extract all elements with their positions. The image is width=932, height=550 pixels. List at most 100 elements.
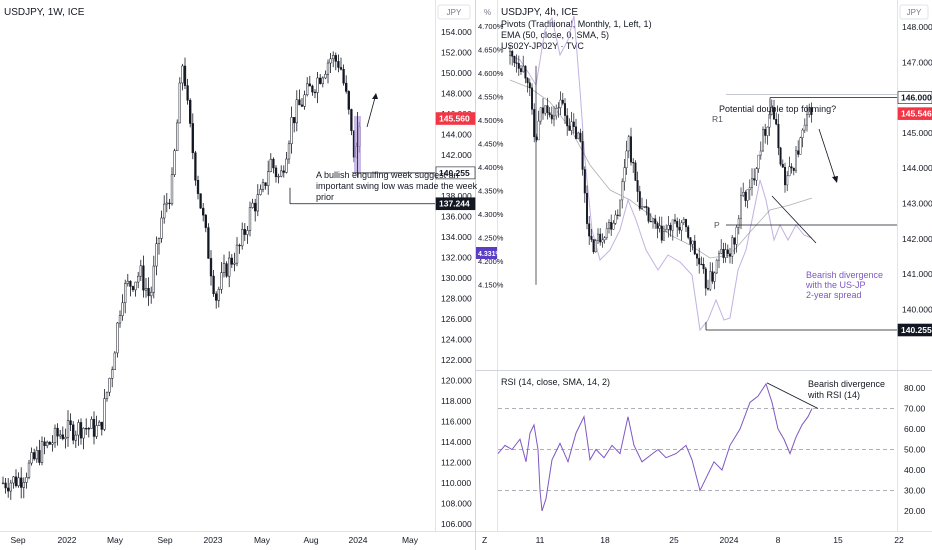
h4-candle-body bbox=[707, 288, 710, 290]
weekly-candle-body bbox=[95, 425, 98, 437]
weekly-candle-body bbox=[40, 441, 44, 463]
weekly-candle-body bbox=[267, 171, 270, 186]
weekly-candle-body bbox=[1, 482, 5, 485]
weekly-candle-body bbox=[290, 117, 293, 145]
h4-candle-body bbox=[698, 258, 701, 265]
weekly-candle-body bbox=[238, 244, 241, 247]
spread-y-tick: 4.450% bbox=[478, 140, 504, 149]
h4-candle-body bbox=[685, 219, 688, 228]
h4-candle-body bbox=[795, 150, 798, 171]
weekly-candle-body bbox=[248, 207, 252, 231]
left-y-tick: 110.000 bbox=[441, 478, 471, 488]
pivots-indicator-label[interactable]: Pivots (Traditional, Monthly, 1, Left, 1… bbox=[501, 19, 652, 29]
weekly-candle-body bbox=[79, 422, 83, 439]
weekly-candle-body bbox=[204, 214, 207, 228]
weekly-candle-body bbox=[230, 257, 233, 265]
right-x-tick: 18 bbox=[600, 535, 610, 545]
h4-candle-body bbox=[630, 136, 633, 163]
h4-candle-body bbox=[537, 120, 540, 141]
weekly-candle-body bbox=[48, 441, 51, 445]
weekly-candle-body bbox=[269, 158, 272, 172]
h4-candle-body bbox=[691, 240, 694, 245]
weekly-candle-body bbox=[321, 77, 324, 84]
h4-candle-body bbox=[674, 219, 677, 222]
weekly-candle-body bbox=[163, 203, 166, 219]
rsi-indicator-label[interactable]: RSI (14, close, SMA, 14, 2) bbox=[501, 377, 610, 387]
ema-indicator-label[interactable]: EMA (50, close, 0, SMA, 5) bbox=[501, 30, 609, 40]
left-x-tick: Sep bbox=[10, 535, 25, 545]
left-y-tick: 106.000 bbox=[441, 519, 472, 529]
left-unit-badge[interactable] bbox=[437, 4, 471, 20]
weekly-candle-body bbox=[316, 77, 319, 93]
left-price-tag-bg bbox=[435, 166, 476, 180]
h4-candle-body bbox=[590, 235, 593, 240]
h4-candle-body bbox=[781, 163, 784, 168]
weekly-candle-body bbox=[69, 420, 72, 426]
weekly-candle-body bbox=[329, 58, 332, 64]
weekly-candle-body bbox=[311, 85, 314, 93]
left-x-axis[interactable]: Sep 2022 May Sep 2023 May Aug 2024 May bbox=[10, 535, 418, 545]
left-y-tick: 124.000 bbox=[441, 335, 472, 345]
h4-candle-body bbox=[718, 253, 721, 261]
spread-polyline bbox=[509, 15, 813, 332]
weekly-candle-body bbox=[72, 424, 75, 441]
weekly-candle-body bbox=[345, 82, 348, 92]
weekly-candle-body bbox=[313, 91, 317, 94]
h4-candle-body bbox=[555, 108, 558, 117]
left-candles bbox=[1, 51, 361, 500]
weekly-candle-body bbox=[43, 441, 46, 446]
left-y-tick: 130.000 bbox=[441, 273, 472, 283]
spread-y-tick: 4.600% bbox=[478, 69, 504, 78]
weekly-candle-body bbox=[178, 82, 181, 124]
weekly-candle-body bbox=[303, 94, 306, 107]
left-annotation-line3: prior bbox=[316, 192, 334, 202]
h4-candle-body bbox=[729, 253, 732, 257]
left-y-tick: 154.000 bbox=[441, 27, 472, 37]
right-unit-badge[interactable] bbox=[899, 4, 929, 20]
h4-candle-body bbox=[770, 107, 773, 115]
weekly-candle-body bbox=[332, 55, 335, 60]
weekly-candle-body bbox=[66, 420, 70, 438]
h4-candle-body bbox=[632, 162, 635, 164]
left-y-tick: 128.000 bbox=[441, 294, 472, 304]
weekly-candle-body bbox=[308, 83, 311, 87]
h4-candle-body bbox=[603, 237, 606, 241]
h4-candle-body bbox=[645, 206, 648, 209]
h4-candle-body bbox=[806, 114, 809, 126]
h4-candle-body bbox=[720, 249, 723, 254]
h4-candle-body bbox=[623, 167, 626, 182]
rsi-y-axis[interactable]: 80.00 70.00 60.00 50.00 40.00 30.00 20.00 bbox=[904, 383, 926, 516]
h4-candle-body bbox=[577, 132, 580, 139]
ema-line bbox=[509, 79, 813, 259]
h4-candle-body bbox=[737, 218, 740, 228]
h4-candle-body bbox=[559, 99, 562, 108]
weekly-candle-body bbox=[12, 476, 15, 484]
h4-candle-body bbox=[649, 221, 652, 223]
h4-candle-body bbox=[777, 123, 780, 149]
spread-y-tick: 4.500% bbox=[478, 116, 504, 125]
right-x-axis[interactable]: 11 18 25 2024 8 15 22 Z bbox=[482, 535, 904, 545]
spread-y-axis[interactable]: 4.700% 4.650% 4.600% 4.550% 4.500% 4.450% 4.40… bbox=[478, 22, 504, 290]
h4-candle-body bbox=[810, 107, 813, 115]
weekly-candle-body bbox=[202, 207, 205, 216]
h4-candle-body bbox=[511, 50, 514, 57]
timezone-button: Z bbox=[482, 535, 487, 545]
weekly-candle-body bbox=[306, 83, 309, 96]
h4-candle-body bbox=[779, 147, 782, 165]
h4-candle-body bbox=[522, 65, 525, 72]
weekly-candle-body bbox=[264, 182, 267, 186]
h4-candle-body bbox=[682, 219, 685, 224]
right-y-tick: 148.000 bbox=[902, 22, 932, 32]
h4-candle-body bbox=[599, 233, 602, 243]
spread-divergence-line1: Bearish divergence bbox=[806, 270, 883, 280]
h4-candle-body bbox=[553, 115, 556, 120]
h4-candle-body bbox=[715, 259, 718, 274]
down-arrow-head bbox=[832, 176, 838, 183]
right-y-axis[interactable]: 148.000 147.000 146.000 145.000 144.000 143.0… bbox=[902, 22, 932, 314]
weekly-candle-body bbox=[165, 202, 168, 205]
h4-candle-body bbox=[627, 136, 630, 152]
left-y-tick: 108.000 bbox=[441, 499, 472, 509]
left-x-tick: Aug bbox=[303, 535, 318, 545]
left-x-tick: 2024 bbox=[349, 535, 368, 545]
weekly-candle-body bbox=[131, 286, 135, 291]
